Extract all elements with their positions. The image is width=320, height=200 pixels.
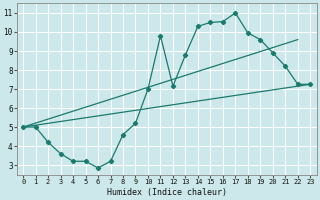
X-axis label: Humidex (Indice chaleur): Humidex (Indice chaleur) — [107, 188, 227, 197]
